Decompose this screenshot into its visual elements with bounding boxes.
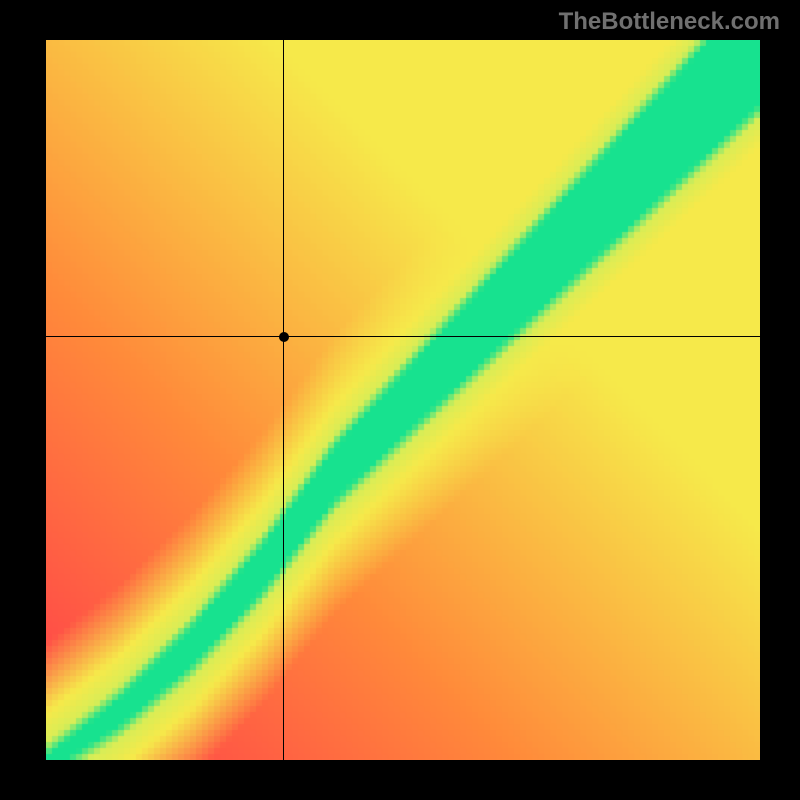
chart-container: { "chart": { "type": "heatmap", "waterma…: [0, 0, 800, 800]
crosshair-marker: [279, 332, 289, 342]
crosshair-vertical: [283, 40, 284, 760]
crosshair-horizontal: [46, 336, 760, 337]
watermark-text: TheBottleneck.com: [559, 8, 780, 36]
bottleneck-heatmap: [46, 40, 760, 760]
